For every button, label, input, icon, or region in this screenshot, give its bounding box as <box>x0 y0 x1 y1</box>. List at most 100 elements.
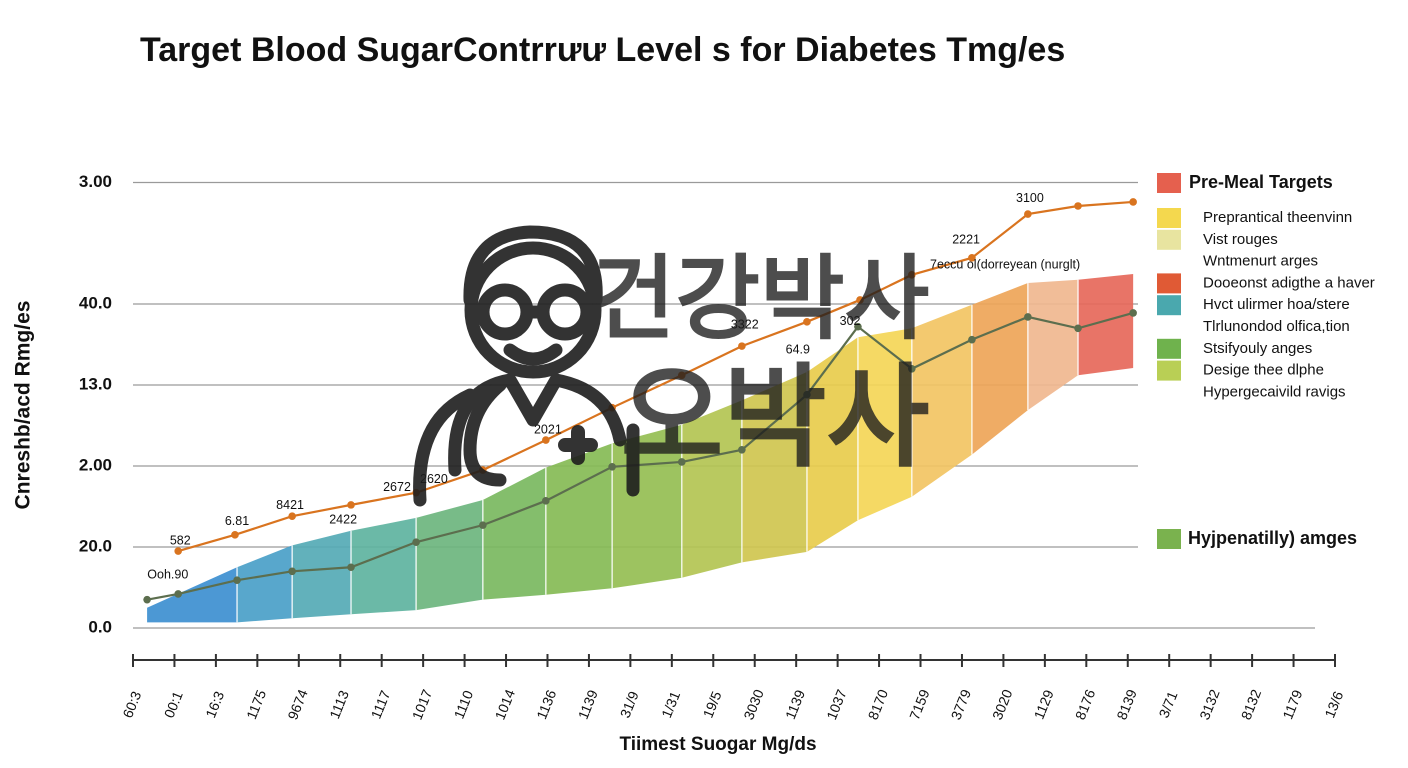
band-segment <box>971 282 1028 455</box>
x-tick-label: 3020 <box>989 687 1016 722</box>
series-point <box>479 521 487 529</box>
band-segment <box>911 304 972 497</box>
x-tick-label: 1017 <box>409 687 436 722</box>
annotation: 3100 <box>1016 191 1044 205</box>
series-point <box>803 318 811 326</box>
x-tick-label: 31/9 <box>617 689 642 720</box>
y-axis-label: Cnreshb/acd Rmg/es <box>12 301 35 510</box>
x-tick-label: 1139 <box>575 687 601 721</box>
x-tick-label: 60:3 <box>119 689 144 720</box>
x-tick-label: 1136 <box>533 687 559 721</box>
series-point <box>1129 198 1137 206</box>
y-tick-label: 13.0 <box>79 374 112 393</box>
series-point <box>608 463 616 471</box>
legend-label: Preprantical theenvinn <box>1203 209 1352 226</box>
legend-label: Dooeonst adigthe a haver <box>1203 274 1375 291</box>
series-point <box>1074 324 1082 333</box>
series-point <box>412 538 420 546</box>
series-point <box>347 563 355 572</box>
x-tick-label: 9674 <box>284 687 311 722</box>
x-tick-label: 1175 <box>243 687 269 721</box>
watermark-text: 오박사 <box>620 353 929 483</box>
legend-swatch <box>1157 173 1181 193</box>
series-point <box>1074 202 1082 210</box>
legend-swatch <box>1157 273 1181 294</box>
series-point <box>288 512 296 521</box>
series-point <box>738 446 746 454</box>
annotation: 582 <box>170 534 191 548</box>
band-segment <box>416 500 483 611</box>
series-point <box>542 497 550 505</box>
annotation: 7eccu ol(dorreyean (nurglt) <box>930 257 1080 271</box>
x-tick-label: 13/6 <box>1321 689 1346 720</box>
series-point <box>968 254 976 262</box>
legend-label: Hypergecaivild ravigs <box>1203 383 1346 400</box>
annotation: 8421 <box>276 498 304 512</box>
x-tick-label: 16:3 <box>202 689 227 720</box>
x-tick-label: 3132 <box>1196 687 1223 722</box>
annotation: Ooh.90 <box>147 568 188 582</box>
legend: Pre-Meal Targets Preprantical theenvinn Vi… <box>1157 172 1375 549</box>
series-point <box>288 567 296 576</box>
band-segment <box>292 530 352 619</box>
x-tick-label: 1037 <box>823 687 850 722</box>
series-point <box>968 335 976 344</box>
y-tick-label: 3.00 <box>79 172 112 191</box>
x-tick-label: 3030 <box>740 687 767 722</box>
watermark: 건강박사 오박사 <box>413 225 930 507</box>
x-tick-label: 8176 <box>1072 687 1099 722</box>
x-tick-label: 1014 <box>492 687 519 722</box>
series-line <box>146 311 1134 601</box>
band-segment <box>857 328 912 521</box>
y-tick-label: 40.0 <box>79 293 112 312</box>
annotation: 302 <box>840 314 861 328</box>
watermark-text: 건강박사 <box>591 245 930 352</box>
series-point <box>1024 313 1032 321</box>
series-point <box>738 342 746 350</box>
band-segment <box>147 567 238 623</box>
x-tick-label: 1179 <box>1279 687 1305 721</box>
x-tick-label: 8170 <box>865 687 892 722</box>
annotation: 2021 <box>534 423 562 437</box>
annotation: 64.9 <box>786 342 810 356</box>
y-tick-label: 2.00 <box>79 455 112 474</box>
chart-title: Target Blood SugarContrrưư Level s for D… <box>140 31 1065 69</box>
series-point <box>174 547 182 555</box>
legend-label: Tlrlunondod olfica,tion <box>1203 318 1350 335</box>
x-tick-label: 8139 <box>1113 687 1140 722</box>
series-point <box>231 531 239 539</box>
band-segment <box>545 443 613 595</box>
x-tick-label: 7159 <box>906 687 933 722</box>
x-tick-label: 1117 <box>368 688 394 721</box>
band-segment <box>681 400 742 578</box>
series-point <box>677 458 686 466</box>
plot-area: 0.0 20.0 2.00 13.0 40.0 3.00 60:3 00:1 16:3 1175 9… <box>79 172 1346 722</box>
band-segment <box>741 372 807 563</box>
series-point <box>908 271 916 279</box>
annotation: 2672 <box>383 480 411 494</box>
annotation: 2620 <box>420 472 448 486</box>
legend-swatch <box>1157 529 1181 549</box>
x-tick-label: 1113 <box>326 688 352 721</box>
series-point <box>677 371 686 380</box>
annotation: 2422 <box>329 513 357 527</box>
band-segment <box>482 467 546 600</box>
series-point <box>347 501 355 509</box>
band-segment <box>1078 274 1134 376</box>
legend-label: Stsifyouly anges <box>1203 340 1312 357</box>
legend-label: Vist rouges <box>1203 231 1278 248</box>
x-tick-label: 1110 <box>451 688 477 721</box>
series-point <box>542 436 550 444</box>
x-tick-label: 1129 <box>1031 687 1057 721</box>
legend-swatch <box>1157 208 1181 228</box>
legend-swatch <box>1157 338 1181 359</box>
series-point <box>1024 210 1032 218</box>
doctor-icon <box>413 225 640 507</box>
legend-label: Hyjpenatilly) amges <box>1188 528 1357 548</box>
legend-swatch <box>1157 229 1181 250</box>
x-tick-label: 3779 <box>948 687 975 722</box>
legend-label: Pre-Meal Targets <box>1189 172 1333 192</box>
x-tick-label: 1/31 <box>658 689 683 720</box>
x-axis-label: Tiimest Suogar Mg/ds <box>619 734 816 755</box>
